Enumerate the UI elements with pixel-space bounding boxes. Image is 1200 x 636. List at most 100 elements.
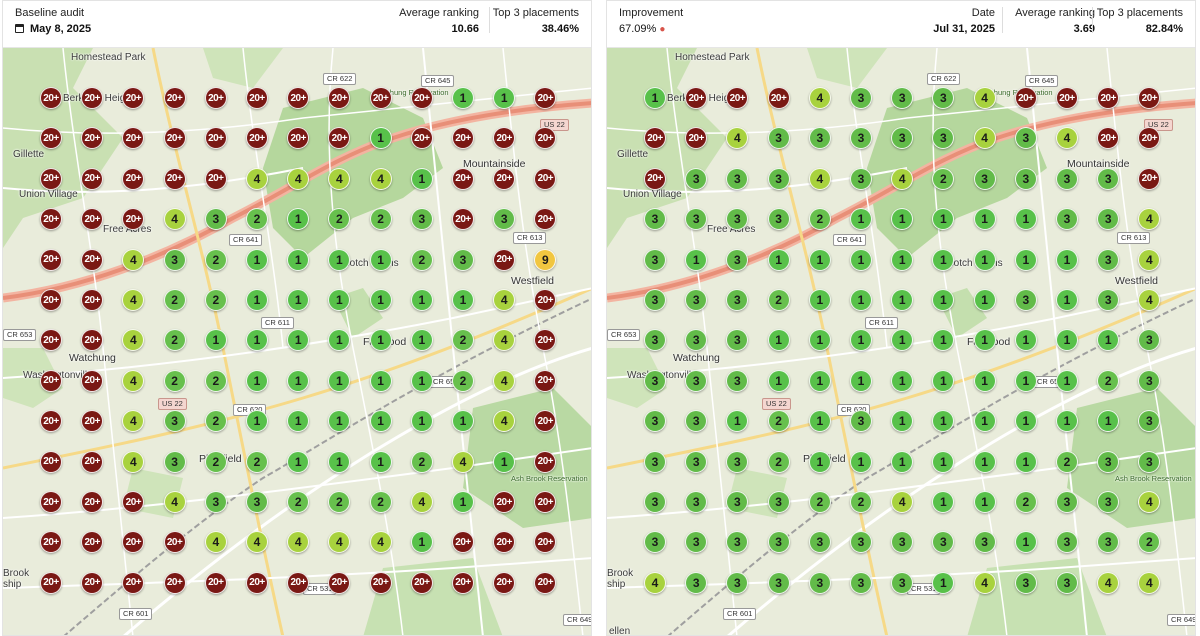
rank-pin[interactable]: 1 xyxy=(726,410,749,433)
rank-pin[interactable]: 3 xyxy=(685,208,708,231)
rank-pin[interactable]: 3 xyxy=(850,87,872,109)
rank-pin[interactable]: 3 xyxy=(726,289,749,311)
rank-pin[interactable]: 1 xyxy=(369,410,392,433)
rank-pin[interactable]: 1 xyxy=(369,127,392,150)
rank-pin[interactable]: 1 xyxy=(369,248,392,271)
rank-pin[interactable]: 1 xyxy=(452,289,474,311)
rank-pin[interactable]: 1 xyxy=(932,208,955,231)
rank-pin[interactable]: 3 xyxy=(644,369,666,392)
rank-pin[interactable]: 20+ xyxy=(81,369,104,392)
rank-pin[interactable]: 20+ xyxy=(40,491,62,513)
rank-pin[interactable]: 3 xyxy=(726,450,749,473)
rank-pin[interactable]: 4 xyxy=(122,248,145,271)
rank-pin[interactable]: 2 xyxy=(328,491,351,513)
rank-pin[interactable]: 4 xyxy=(1138,248,1161,271)
rank-pin[interactable]: 20+ xyxy=(81,410,104,433)
rank-pin[interactable]: 1 xyxy=(328,450,351,473)
rank-pin[interactable]: 3 xyxy=(891,127,914,150)
rank-pin[interactable]: 1 xyxy=(973,450,996,473)
rank-pin[interactable]: 20+ xyxy=(493,531,516,554)
rank-pin[interactable]: 1 xyxy=(410,329,433,352)
rank-grid-map[interactable]: Homestead Park Berkeley Heights Gillette… xyxy=(3,48,591,635)
rank-pin[interactable]: 20+ xyxy=(246,127,268,150)
rank-grid-map[interactable]: Homestead Park Berkeley Heights Gillette… xyxy=(607,48,1195,635)
rank-pin[interactable]: 20+ xyxy=(81,208,104,231)
rank-pin[interactable]: 1 xyxy=(1097,329,1120,352)
rank-pin[interactable]: 20+ xyxy=(40,369,62,392)
rank-pin[interactable]: 20+ xyxy=(534,208,557,231)
rank-pin[interactable]: 20+ xyxy=(1014,87,1037,109)
rank-pin[interactable]: 3 xyxy=(685,410,708,433)
rank-pin[interactable]: 3 xyxy=(1056,531,1078,554)
rank-pin[interactable]: 1 xyxy=(891,329,914,352)
rank-pin[interactable]: 20+ xyxy=(40,87,62,109)
rank-pin[interactable]: 1 xyxy=(452,491,474,513)
rank-pin[interactable]: 4 xyxy=(1138,208,1161,231)
rank-pin[interactable]: 3 xyxy=(685,450,708,473)
rank-pin[interactable]: 1 xyxy=(1014,450,1037,473)
rank-pin[interactable]: 1 xyxy=(932,248,955,271)
rank-pin[interactable]: 1 xyxy=(328,329,351,352)
rank-pin[interactable]: 1 xyxy=(932,329,955,352)
rank-pin[interactable]: 3 xyxy=(1014,571,1037,594)
rank-pin[interactable]: 20+ xyxy=(1138,127,1161,150)
rank-pin[interactable]: 4 xyxy=(1138,491,1161,513)
rank-pin[interactable]: 1 xyxy=(767,329,790,352)
rank-pin[interactable]: 20+ xyxy=(287,87,310,109)
rank-pin[interactable]: 1 xyxy=(1056,329,1078,352)
rank-pin[interactable]: 20+ xyxy=(1138,87,1161,109)
rank-pin[interactable]: 3 xyxy=(163,450,186,473)
rank-pin[interactable]: 1 xyxy=(369,329,392,352)
rank-pin[interactable]: 20+ xyxy=(493,248,516,271)
rank-pin[interactable]: 1 xyxy=(850,369,872,392)
rank-pin[interactable]: 3 xyxy=(1056,571,1078,594)
rank-pin[interactable]: 1 xyxy=(1014,208,1037,231)
rank-pin[interactable]: 3 xyxy=(685,571,708,594)
rank-pin[interactable]: 20+ xyxy=(204,87,227,109)
rank-pin[interactable]: 3 xyxy=(493,208,516,231)
rank-pin[interactable]: 3 xyxy=(767,127,790,150)
rank-pin[interactable]: 20+ xyxy=(685,127,708,150)
rank-pin[interactable]: 4 xyxy=(328,167,351,190)
rank-pin[interactable]: 1 xyxy=(287,369,310,392)
rank-pin[interactable]: 4 xyxy=(493,410,516,433)
rank-pin[interactable]: 1 xyxy=(287,450,310,473)
rank-pin[interactable]: 3 xyxy=(850,127,872,150)
rank-pin[interactable]: 4 xyxy=(644,571,666,594)
rank-pin[interactable]: 4 xyxy=(410,491,433,513)
rank-pin[interactable]: 1 xyxy=(328,369,351,392)
rank-pin[interactable]: 3 xyxy=(1097,289,1120,311)
rank-pin[interactable]: 3 xyxy=(163,248,186,271)
rank-pin[interactable]: 3 xyxy=(685,167,708,190)
rank-pin[interactable]: 20+ xyxy=(40,450,62,473)
rank-pin[interactable]: 20+ xyxy=(81,491,104,513)
rank-pin[interactable]: 1 xyxy=(932,450,955,473)
rank-pin[interactable]: 2 xyxy=(246,208,268,231)
rank-pin[interactable]: 3 xyxy=(644,248,666,271)
rank-pin[interactable]: 1 xyxy=(410,531,433,554)
rank-pin[interactable]: 20+ xyxy=(493,167,516,190)
rank-pin[interactable]: 20+ xyxy=(81,531,104,554)
rank-pin[interactable]: 1 xyxy=(1014,410,1037,433)
rank-pin[interactable]: 1 xyxy=(1056,410,1078,433)
rank-pin[interactable]: 3 xyxy=(246,491,268,513)
rank-pin[interactable]: 1 xyxy=(850,208,872,231)
rank-pin[interactable]: 1 xyxy=(973,208,996,231)
rank-pin[interactable]: 1 xyxy=(246,248,268,271)
rank-pin[interactable]: 1 xyxy=(246,289,268,311)
rank-pin[interactable]: 20+ xyxy=(40,571,62,594)
rank-pin[interactable]: 3 xyxy=(644,491,666,513)
rank-pin[interactable]: 3 xyxy=(644,410,666,433)
rank-pin[interactable]: 2 xyxy=(850,491,872,513)
rank-pin[interactable]: 3 xyxy=(1138,410,1161,433)
rank-pin[interactable]: 1 xyxy=(328,248,351,271)
rank-pin[interactable]: 3 xyxy=(767,571,790,594)
rank-pin[interactable]: 3 xyxy=(1138,329,1161,352)
rank-pin[interactable]: 1 xyxy=(1014,369,1037,392)
rank-pin[interactable]: 3 xyxy=(850,410,872,433)
rank-pin[interactable]: 3 xyxy=(1097,450,1120,473)
rank-pin[interactable]: 1 xyxy=(452,410,474,433)
rank-pin[interactable]: 3 xyxy=(1097,491,1120,513)
rank-pin[interactable]: 3 xyxy=(891,87,914,109)
rank-pin[interactable]: 20+ xyxy=(122,531,145,554)
